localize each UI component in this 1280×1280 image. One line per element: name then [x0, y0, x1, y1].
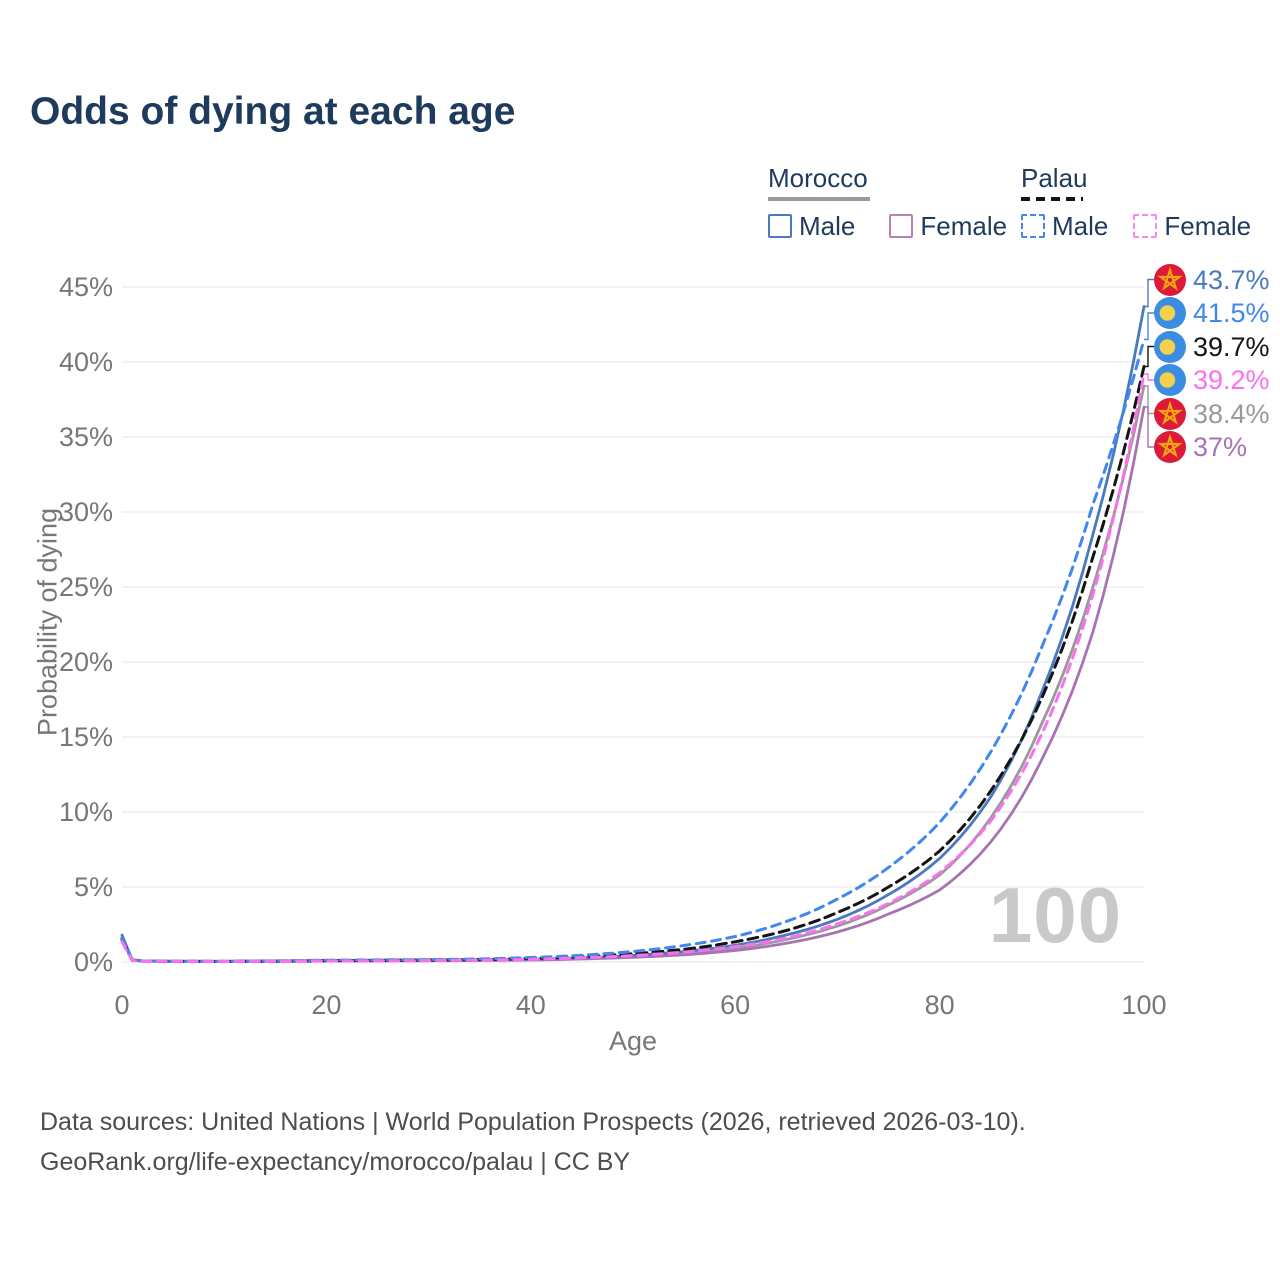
end-label-palau_total: 39.7% [1154, 330, 1270, 364]
palau-flag-icon [1154, 330, 1186, 363]
y-tick-label-10: 10% [58, 797, 113, 827]
end-label-connector-palau_female [1144, 373, 1154, 381]
legend-item-label: Female [920, 211, 1008, 241]
x-axis-title: Age [608, 1026, 658, 1056]
y-tick-label-5: 5% [73, 872, 113, 902]
legend-item-palau-female[interactable]: Female [1133, 213, 1251, 239]
palau-female-swatch-icon [1133, 214, 1158, 238]
y-tick-label-20: 20% [58, 647, 113, 677]
palau-flag-icon [1154, 297, 1186, 329]
y-tick-label-0: 0% [73, 947, 113, 977]
x-tick-label-100: 100 [1121, 990, 1167, 1020]
palau-dashed-line-key [1021, 197, 1083, 201]
legend-item-morocco-male[interactable]: Male [768, 213, 855, 239]
legend-item-label: Male [1052, 211, 1109, 241]
end-label-palau_male: 41.5% [1154, 296, 1270, 330]
end-label-morocco_total: 38.4% [1154, 397, 1270, 431]
end-label-value: 43.7% [1193, 264, 1270, 295]
end-label-morocco_female: 37% [1154, 430, 1247, 464]
end-label-connector-palau_total [1144, 345, 1154, 368]
data-source-note: Data sources: United Nations | World Pop… [40, 1108, 1026, 1136]
morocco-male-swatch-icon [768, 214, 792, 238]
series-line-morocco_total [120, 384, 1146, 963]
y-tick-label-15: 15% [58, 722, 113, 752]
y-axis-title: Probability of dying [32, 507, 63, 737]
x-tick-label-0: 0 [114, 990, 130, 1020]
end-label-connector-morocco_female [1144, 406, 1154, 448]
legend-item-morocco-female[interactable]: Female [889, 213, 1007, 239]
attribution-note: GeoRank.org/life-expectancy/morocco/pala… [40, 1148, 631, 1176]
series-line-morocco_male [120, 305, 1146, 963]
legend-header-palau: Palau [1021, 163, 1088, 193]
morocco-female-swatch-icon [889, 214, 914, 238]
series-line-palau_female [120, 372, 1146, 963]
end-label-morocco_male: 43.7% [1154, 263, 1270, 297]
end-label-value: 37% [1193, 432, 1248, 462]
morocco-flag-icon [1154, 263, 1186, 296]
page-title: Odds of dying at each age [30, 90, 516, 133]
legend-item-label: Female [1164, 211, 1252, 241]
legend-item-label: Male [799, 211, 856, 241]
morocco-flag-icon [1154, 397, 1186, 430]
end-label-connector-morocco_male [1144, 278, 1154, 308]
x-tick-label-40: 40 [515, 990, 546, 1020]
y-tick-label-45: 45% [58, 272, 113, 302]
end-label-connector-morocco_total [1144, 385, 1154, 415]
end-label-value: 39.7% [1193, 331, 1270, 362]
series-line-palau_total [120, 365, 1146, 963]
legend-group-morocco: Morocco Male Female [768, 163, 1007, 239]
morocco-flag-icon [1154, 431, 1186, 463]
y-tick-label-40: 40% [58, 347, 113, 377]
legend-header-morocco: Morocco [768, 163, 868, 193]
palau-male-swatch-icon [1021, 214, 1045, 238]
age-watermark: 100 [988, 871, 1122, 959]
morocco-solid-line-key [768, 197, 870, 201]
end-label-connector-palau_male [1144, 312, 1154, 341]
end-label-value: 39.2% [1193, 365, 1270, 395]
legend-group-palau: Palau Male Female [1021, 163, 1251, 239]
x-tick-label-60: 60 [720, 990, 751, 1020]
legend-item-palau-male[interactable]: Male [1021, 213, 1108, 239]
x-tick-label-80: 80 [924, 990, 955, 1020]
x-tick-label-20: 20 [311, 990, 342, 1020]
end-label-value: 38.4% [1193, 398, 1270, 429]
y-tick-label-25: 25% [58, 572, 113, 602]
y-tick-label-35: 35% [58, 422, 113, 452]
end-label-value: 41.5% [1193, 298, 1270, 328]
palau-flag-icon [1154, 364, 1186, 396]
end-label-palau_female: 39.2% [1154, 363, 1270, 397]
series-line-palau_male [120, 338, 1146, 963]
y-tick-label-30: 30% [58, 497, 113, 527]
series-line-morocco_female [120, 405, 1146, 963]
